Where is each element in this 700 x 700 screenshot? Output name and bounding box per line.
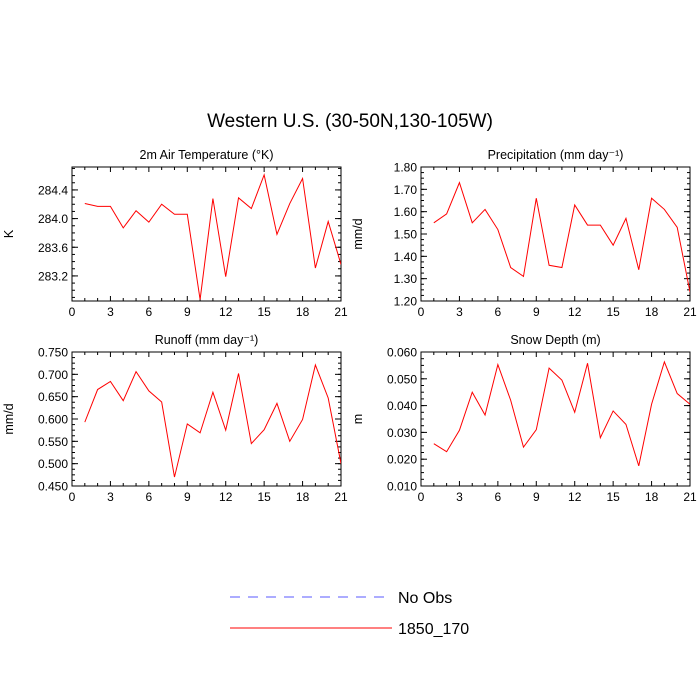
x-tick-label: 18: [296, 305, 310, 319]
y-tick-label: 0.600: [38, 413, 68, 427]
page-title: Western U.S. (30-50N,130-105W): [207, 111, 493, 132]
plot-frame: [71, 351, 342, 487]
panel-title: Precipitation (mm day⁻¹): [488, 148, 624, 162]
x-tick-label: 21: [683, 305, 697, 319]
x-tick-label: 9: [533, 490, 540, 504]
x-tick-label: 6: [146, 305, 153, 319]
x-tick-label: 9: [184, 305, 191, 319]
y-tick-label: 0.040: [387, 399, 417, 413]
y-tick-label: 0.650: [38, 390, 68, 404]
x-tick-label: 0: [418, 490, 425, 504]
x-tick-label: 15: [257, 305, 271, 319]
y-axis-label: m: [351, 414, 365, 424]
x-tick-label: 9: [184, 490, 191, 504]
x-tick-label: 6: [495, 490, 502, 504]
y-tick-label: 283.2: [38, 269, 68, 283]
x-tick-label: 21: [683, 490, 697, 504]
y-tick-label: 0.010: [387, 480, 417, 494]
x-tick-label: 0: [418, 305, 425, 319]
x-tick-label: 3: [456, 305, 463, 319]
x-tick-label: 12: [219, 305, 233, 319]
x-tick-label: 21: [334, 305, 348, 319]
y-tick-label: 0.750: [38, 346, 68, 360]
y-axis-label: mm/d: [2, 403, 16, 434]
x-tick-label: 18: [645, 305, 659, 319]
y-tick-label: 284.4: [38, 183, 68, 197]
chart-panel-3: Runoff (mm day⁻¹) mm/d 0 3 6 9 12 15 18 21 0.450 0.…: [2, 333, 348, 504]
y-tick-label: 0.060: [387, 346, 417, 360]
chart-panel-2: Precipitation (mm day⁻¹) mm/d 0 3 6 9 12 15 18 21…: [351, 148, 697, 319]
x-tick-label: 18: [645, 490, 659, 504]
x-tick-label: 6: [146, 490, 153, 504]
x-tick-label: 15: [606, 305, 620, 319]
y-tick-label: 0.550: [38, 435, 68, 449]
y-tick-label: 1.50: [394, 228, 418, 242]
y-tick-label: 0.030: [387, 426, 417, 440]
y-tick-label: 284.0: [38, 212, 68, 226]
x-tick-label: 12: [568, 490, 582, 504]
series-line: [433, 181, 690, 293]
panel-title: 2m Air Temperature (°K): [140, 148, 274, 162]
chart-panel-4: Snow Depth (m) m 0 3 6 9 12 15 18 21 0.010 0.020 0.0…: [351, 333, 697, 504]
y-axis-label: K: [2, 229, 16, 238]
legend: No Obs 1850_170: [230, 590, 469, 638]
x-tick-label: 6: [495, 305, 502, 319]
plot-frame: [71, 166, 342, 302]
panel-title: Runoff (mm day⁻¹): [155, 333, 259, 347]
x-tick-label: 3: [107, 305, 114, 319]
y-tick-label: 1.80: [394, 161, 418, 175]
y-tick-label: 283.6: [38, 241, 68, 255]
y-tick-label: 1.20: [394, 295, 418, 309]
x-tick-label: 15: [257, 490, 271, 504]
x-tick-label: 9: [533, 305, 540, 319]
y-tick-label: 0.700: [38, 368, 68, 382]
x-tick-label: 0: [69, 305, 76, 319]
x-tick-label: 0: [69, 490, 76, 504]
x-tick-label: 18: [296, 490, 310, 504]
y-tick-label: 1.70: [394, 183, 418, 197]
x-tick-label: 3: [107, 490, 114, 504]
plot-frame: [420, 351, 691, 487]
y-tick-label: 0.450: [38, 480, 68, 494]
series-line: [84, 173, 341, 300]
x-tick-label: 12: [568, 305, 582, 319]
y-tick-label: 0.050: [387, 372, 417, 386]
legend-label: 1850_170: [398, 621, 469, 638]
y-tick-label: 1.60: [394, 205, 418, 219]
chart-panel-1: 2m Air Temperature (°K) K 0 3 6 9 12 15 18 21 283.…: [2, 148, 348, 319]
x-tick-label: 3: [456, 490, 463, 504]
series-line: [433, 360, 690, 467]
y-tick-label: 0.020: [387, 453, 417, 467]
y-axis-label: mm/d: [351, 218, 365, 249]
x-tick-label: 21: [334, 490, 348, 504]
legend-label: No Obs: [398, 590, 452, 607]
x-tick-label: 15: [606, 490, 620, 504]
y-tick-label: 0.500: [38, 457, 68, 471]
panel-title: Snow Depth (m): [510, 333, 600, 347]
x-tick-label: 12: [219, 490, 233, 504]
y-tick-label: 1.30: [394, 272, 418, 286]
series-line: [84, 363, 341, 478]
y-tick-label: 1.40: [394, 250, 418, 264]
